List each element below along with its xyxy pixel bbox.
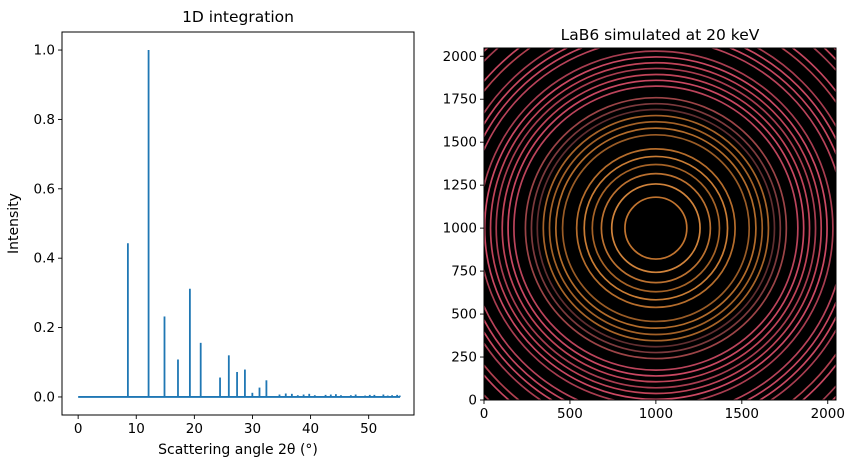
left-plot-xlabel: Scattering angle 2θ (°) [158, 442, 318, 458]
y-tick-label: 2000 [443, 49, 477, 65]
debye-scherrer-ring [489, 61, 823, 395]
y-tick-label: 0.8 [34, 112, 55, 128]
debye-scherrer-ring [575, 148, 736, 309]
diffraction-rings [484, 48, 836, 400]
right-plot-title: LaB6 simulated at 20 keV [561, 26, 760, 44]
x-tick-label: 30 [244, 421, 261, 437]
left-plot-ylabel: Intensity [6, 193, 22, 254]
debye-scherrer-ring [484, 56, 828, 400]
debye-scherrer-ring [495, 67, 817, 389]
x-tick-label: 50 [360, 421, 377, 437]
debye-scherrer-ring [524, 96, 788, 360]
debye-scherrer-ring [554, 127, 757, 330]
right-axes-content: 0 500 1000 1500 2000 0 250 500 750 1000 1250 1500 17… [443, 49, 845, 422]
x-tick-label: 1500 [725, 406, 759, 422]
y-tick-label: 1.0 [34, 43, 55, 59]
debye-scherrer-ring [536, 108, 776, 348]
y-tick-label: 250 [451, 350, 477, 366]
debye-scherrer-ring [561, 133, 751, 323]
debye-scherrer-ring [501, 73, 811, 383]
debye-scherrer-ring [548, 120, 764, 336]
debye-scherrer-ring [583, 155, 729, 301]
debye-scherrer-ring [610, 183, 701, 274]
y-tick-label: 500 [451, 307, 477, 323]
left-plot-1d-integration: 0 10 20 30 40 50 0.0 0.2 0.4 0.6 0.8 1.0 1D integra… [6, 8, 415, 458]
debye-scherrer-ring [542, 114, 770, 342]
left-axes-frame [61, 31, 415, 416]
x-tick-label: 500 [557, 406, 583, 422]
debye-scherrer-ring [591, 163, 721, 293]
debye-scherrer-ring [624, 196, 688, 260]
y-tick-label: 0.6 [34, 181, 55, 197]
right-plot-lab6-detector-image: 0 500 1000 1500 2000 0 250 500 750 1000 1250 1500 17… [443, 26, 845, 422]
x-tick-label: 1000 [639, 406, 673, 422]
debye-scherrer-ring [507, 79, 805, 377]
x-tick-label: 10 [128, 421, 145, 437]
x-tick-label: 0 [480, 406, 489, 422]
y-tick-label: 1000 [443, 221, 477, 237]
y-tick-label: 750 [451, 264, 477, 280]
y-tick-label: 1500 [443, 135, 477, 151]
y-tick-label: 0.4 [34, 251, 55, 267]
debye-scherrer-ring [513, 85, 799, 371]
x-tick-label: 2000 [811, 406, 845, 422]
y-tick-label: 0 [468, 393, 477, 409]
left-plot-title: 1D integration [182, 8, 294, 26]
debye-scherrer-ring [484, 50, 834, 400]
y-tick-label: 1250 [443, 178, 477, 194]
debye-scherrer-ring [530, 102, 782, 354]
y-tick-label: 0.0 [34, 389, 55, 405]
x-tick-label: 40 [302, 421, 319, 437]
debye-scherrer-ring [600, 172, 712, 284]
left-axes-content: 0 10 20 30 40 50 0.0 0.2 0.4 0.6 0.8 1.0 [34, 43, 401, 437]
y-tick-label: 0.2 [34, 320, 55, 336]
x-tick-label: 20 [186, 421, 203, 437]
y-tick-label: 1750 [443, 92, 477, 108]
right-axes-frame [483, 47, 837, 401]
x-tick-label: 0 [74, 421, 83, 437]
